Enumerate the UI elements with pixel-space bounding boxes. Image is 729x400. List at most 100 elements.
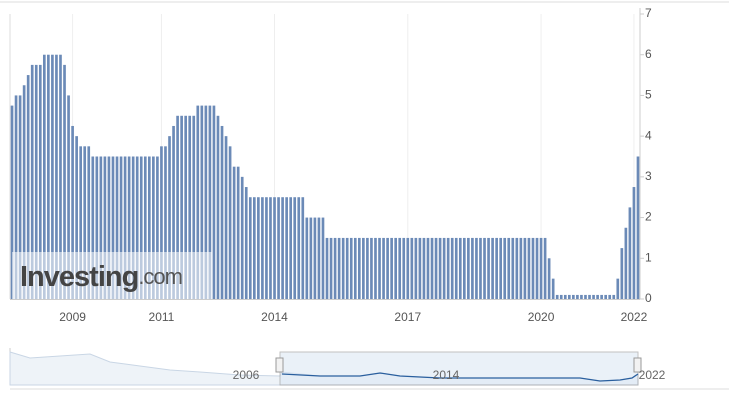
x-tick-label: 2022 (621, 310, 648, 324)
bar (115, 156, 119, 299)
bar (467, 237, 470, 299)
bar (91, 156, 95, 299)
y-tick-label: 7 (645, 6, 652, 20)
x-tick-label: 2014 (261, 310, 288, 324)
bar (301, 197, 305, 299)
bar (620, 248, 624, 299)
bar (156, 156, 159, 299)
bar (212, 105, 216, 299)
y-tick-label: 3 (645, 169, 652, 183)
y-tick-label: 5 (645, 88, 652, 102)
bar (349, 237, 353, 299)
bar (309, 217, 313, 299)
bar (139, 156, 143, 299)
bar (313, 217, 317, 299)
bar (38, 64, 42, 300)
watermark-brand-text: Investing (20, 261, 138, 293)
bar (450, 237, 454, 299)
bar (248, 197, 252, 299)
bar (261, 197, 264, 299)
bar (87, 146, 91, 299)
bar (362, 237, 365, 299)
x-tick-label: 2017 (394, 310, 421, 324)
navigator-window[interactable] (279, 351, 639, 386)
bar (382, 237, 385, 299)
bar (462, 237, 466, 299)
bar (297, 197, 301, 299)
bar (147, 156, 151, 299)
bar (559, 294, 563, 299)
bar (333, 237, 337, 299)
bar (30, 64, 34, 300)
bar (172, 125, 175, 299)
bar (487, 237, 490, 299)
bar (10, 105, 14, 299)
bar (345, 237, 349, 299)
bar (273, 197, 276, 299)
bar (592, 294, 595, 299)
bar (604, 294, 608, 299)
y-tick-label: 2 (645, 210, 652, 224)
bar (479, 237, 482, 299)
bar (588, 294, 591, 299)
bar (220, 125, 224, 299)
bar (51, 54, 54, 299)
bar (438, 237, 442, 299)
bar (329, 237, 333, 299)
bar (192, 115, 196, 300)
bar (289, 197, 293, 299)
bar (374, 237, 377, 299)
bar (402, 237, 406, 299)
bar (277, 197, 280, 299)
bar (79, 146, 83, 299)
bar (543, 237, 547, 299)
watermark: Investing.com (12, 252, 212, 299)
bar (458, 237, 462, 299)
bar (503, 237, 507, 299)
bar (519, 237, 523, 299)
bar (164, 146, 167, 299)
bar (563, 294, 567, 299)
y-tick-label: 0 (645, 291, 652, 305)
bar (240, 176, 244, 299)
bar (42, 54, 46, 299)
bar (293, 197, 297, 299)
watermark-brand: Investing.com (20, 261, 182, 293)
bar (406, 237, 410, 299)
watermark-suffix: .com (138, 264, 182, 289)
bar (430, 237, 434, 299)
bar (555, 294, 559, 299)
x-tick-label: 2011 (149, 310, 175, 324)
bar (596, 294, 599, 299)
bar (208, 105, 212, 299)
bar (353, 237, 357, 299)
navigator-handle[interactable] (633, 357, 642, 373)
navigator-label: 2006 (233, 368, 260, 382)
bar (600, 294, 603, 299)
bar (475, 237, 478, 299)
navigator-label: 2014 (433, 368, 460, 382)
bar (426, 237, 430, 299)
bar (357, 237, 361, 299)
bar (507, 237, 511, 299)
bar (422, 237, 426, 299)
bar (527, 237, 531, 299)
bar (107, 156, 111, 299)
navigator-handle[interactable] (275, 357, 284, 373)
bar (317, 217, 321, 299)
bar (26, 75, 30, 299)
bar (410, 237, 414, 299)
bar (232, 166, 236, 299)
bar (325, 237, 329, 299)
bar (414, 237, 418, 299)
bar (285, 197, 288, 299)
bar (204, 105, 208, 299)
bar (119, 156, 123, 299)
navigator (9, 348, 729, 390)
bar (127, 156, 131, 299)
bar (390, 237, 393, 299)
bar (608, 294, 612, 299)
bar (55, 54, 58, 299)
bar (184, 115, 188, 300)
bar (337, 237, 341, 299)
